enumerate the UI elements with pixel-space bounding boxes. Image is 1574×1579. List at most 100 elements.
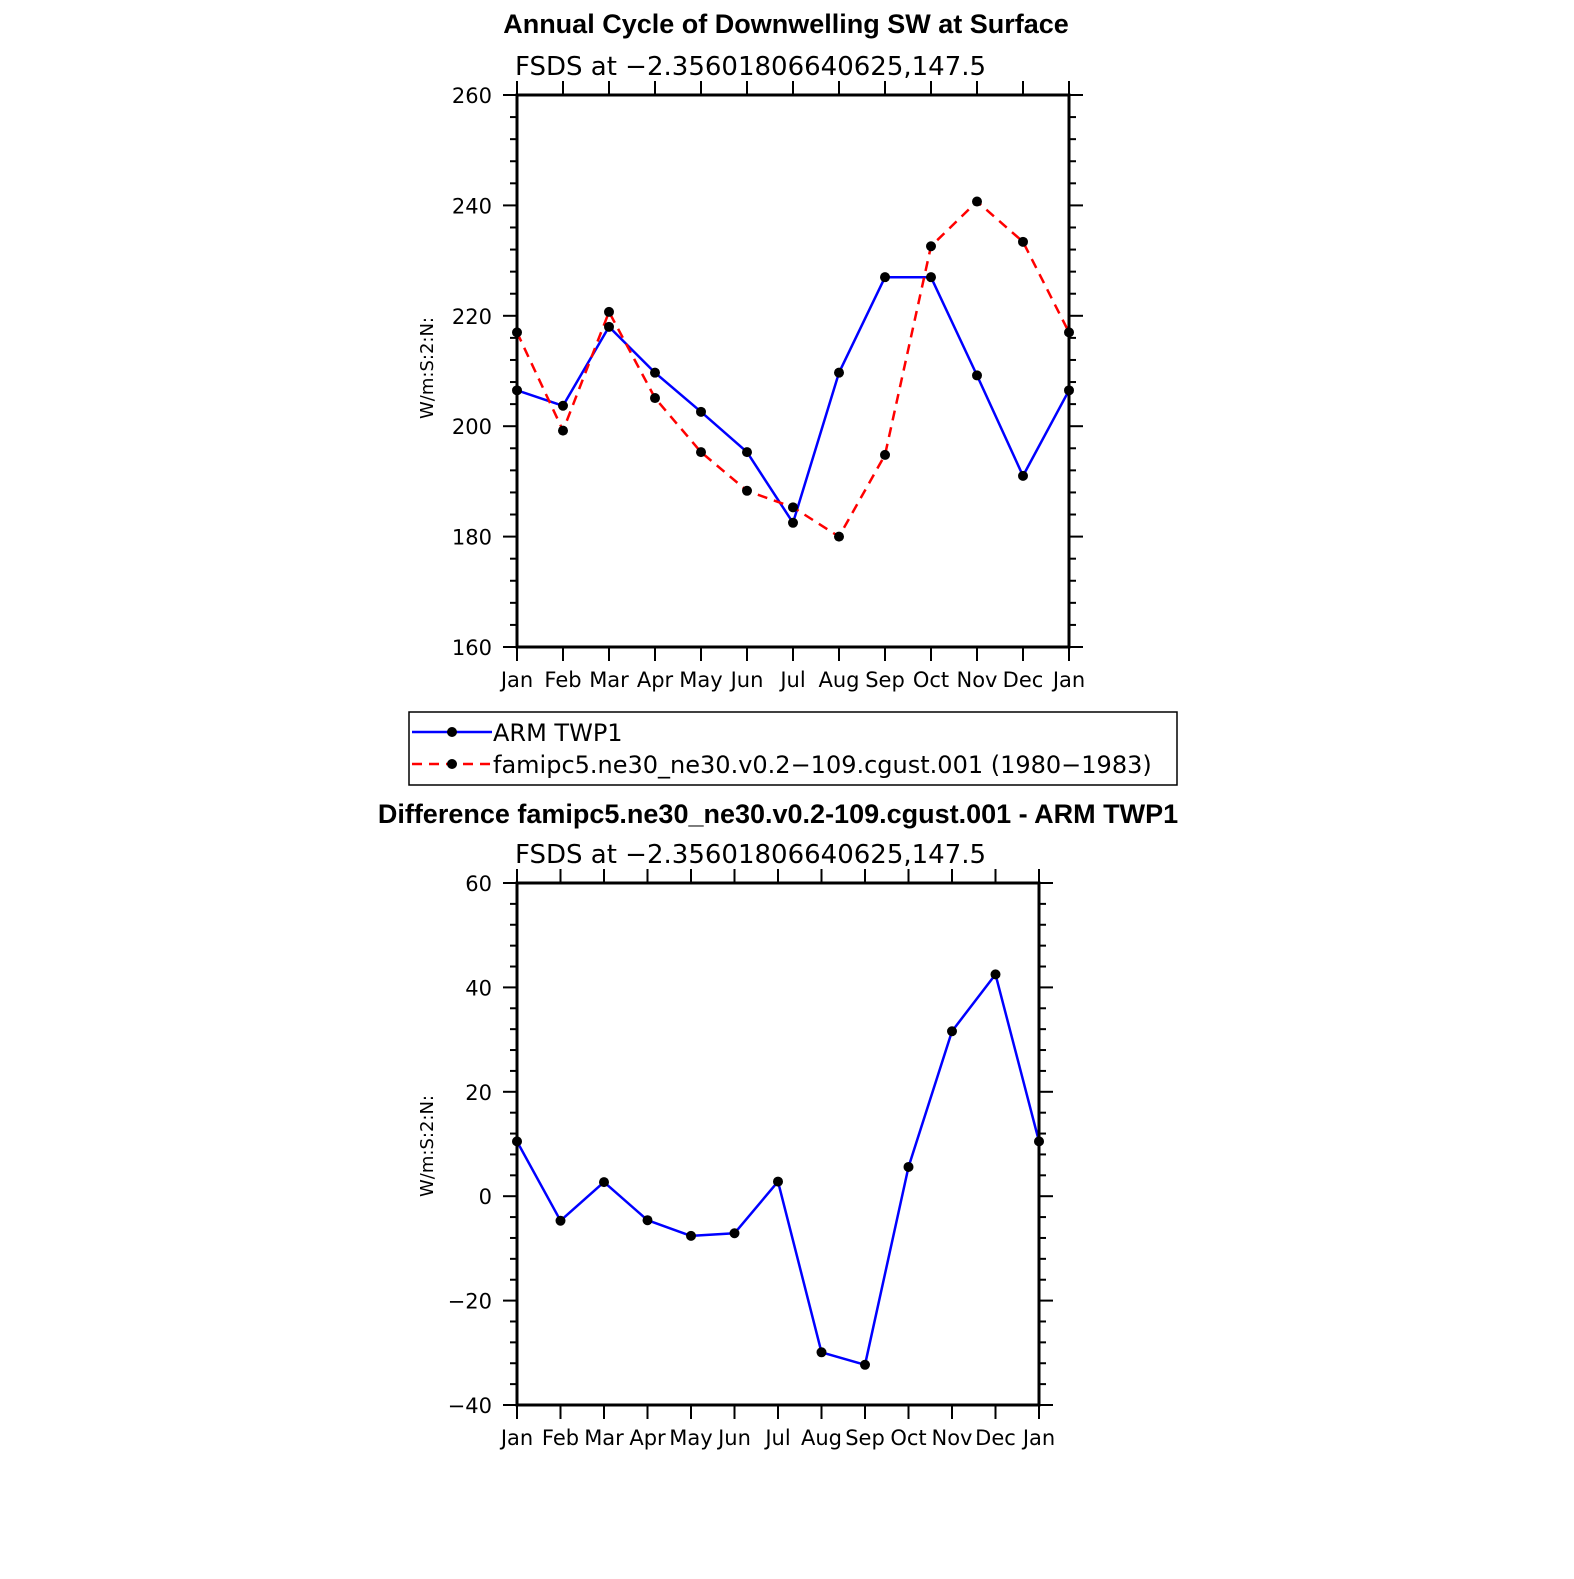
y-tick-label: 0 (479, 1185, 492, 1209)
chart1-series-2-point (880, 449, 890, 460)
chart2-series-line-1 (515, 973, 1041, 1367)
chart1-series-line-1 (516, 275, 1071, 525)
chart1-series-1-point (880, 272, 890, 283)
x-tick-label: Feb (544, 668, 581, 692)
x-tick-label: Sep (865, 668, 905, 692)
chart2-series-1-point (599, 1177, 609, 1188)
chart1-plot-frame (515, 93, 1071, 649)
x-tick-label: Jul (778, 668, 805, 692)
chart1-y-tick-labels: 160 180 200 220 240 260 (452, 84, 492, 660)
chart1-series-2-point (972, 196, 982, 207)
chart2-series-1-point (903, 1161, 914, 1172)
chart1-series-1-point (926, 272, 936, 283)
chart2-series (512, 969, 1044, 1370)
chart1-x-tick-labels: Jan Feb Mar Apr May Jun Jul Aug Sep Oct Nov Dec Jan (499, 668, 1085, 692)
chart1-series-1-point (604, 321, 614, 332)
chart2-series-1-point (990, 969, 1001, 980)
x-tick-label: Dec (975, 1426, 1016, 1450)
y-tick-label: 160 (452, 636, 492, 660)
legend-marker-arm (447, 727, 457, 737)
chart2-plot-frame (515, 881, 1041, 1407)
chart2-title: Difference famipc5.ne30_ne30.v0.2-109.cg… (378, 799, 1178, 829)
chart1-series-2-point (604, 306, 614, 317)
chart2-series-1-point (642, 1215, 653, 1226)
y-tick-label: −40 (448, 1394, 492, 1418)
x-tick-label: Dec (1003, 668, 1044, 692)
x-tick-label: Oct (890, 1426, 926, 1450)
chart2-series-1-point (947, 1026, 957, 1037)
chart1-title: Annual Cycle of Downwelling SW at Surfac… (503, 9, 1069, 39)
x-tick-label: Apr (637, 668, 674, 692)
y-tick-label: 180 (452, 526, 492, 550)
y-tick-label: 200 (452, 415, 492, 439)
chart1-ylabel: W/m:S:2:N: (417, 317, 438, 419)
chart1-series-2-point (742, 485, 752, 496)
chart1-series-1-point (742, 447, 752, 458)
x-tick-label: Mar (584, 1426, 624, 1450)
x-tick-label: Nov (932, 1426, 973, 1450)
chart2-x-tick-labels: Jan Feb Mar Apr May Jun Jul Aug Sep Oct Nov Dec Jan (499, 1426, 1055, 1450)
chart2-series-1-point (816, 1347, 827, 1358)
chart1-series-1-point (696, 406, 706, 417)
chart2-subtitle: FSDS at −2.35601806640625,147.5 (515, 840, 986, 870)
chart2-ylabel: W/m:S:2:N: (417, 1095, 438, 1197)
y-tick-label: 20 (465, 1081, 492, 1105)
chart1-legend: ARM TWP1 famipc5.ne30_ne30.v0.2−109.cgus… (408, 711, 1178, 786)
chart2-ticks (503, 869, 1053, 1419)
y-tick-label: 60 (465, 872, 492, 896)
chart1-ticks (503, 81, 1083, 661)
chart1-series (512, 196, 1074, 542)
chart1-series-2-point (1018, 236, 1028, 247)
chart1-series-1-point (650, 367, 660, 378)
x-tick-label: Jan (1021, 1426, 1055, 1450)
chart1-series-1-point (558, 400, 568, 411)
x-tick-label: May (669, 1426, 712, 1450)
chart1-series-2-point (926, 241, 936, 252)
chart1-series-1-point (1018, 470, 1028, 481)
legend-marker-model (447, 759, 457, 769)
legend-label-model: famipc5.ne30_ne30.v0.2−109.cgust.001 (19… (493, 751, 1152, 779)
x-tick-label: Mar (589, 668, 629, 692)
chart2-series-1-point (773, 1176, 783, 1187)
chart1-series-2-point (558, 425, 568, 436)
y-tick-label: 40 (465, 976, 492, 1000)
chart2-series-1-point (555, 1215, 566, 1226)
x-tick-label: Sep (845, 1426, 885, 1450)
x-tick-label: Aug (818, 668, 859, 692)
chart1-series-1-point (834, 367, 844, 378)
legend-label-arm: ARM TWP1 (493, 719, 623, 747)
chart1-subtitle: FSDS at −2.35601806640625,147.5 (515, 52, 986, 82)
chart1-series-1-point (972, 370, 982, 381)
x-tick-label: Feb (542, 1426, 579, 1450)
x-tick-label: Jan (1051, 668, 1085, 692)
x-tick-label: Jul (763, 1426, 790, 1450)
x-tick-label: Oct (913, 668, 949, 692)
y-tick-label: 260 (452, 84, 492, 108)
chart2-series-1-point (729, 1228, 740, 1239)
x-tick-label: Jan (499, 668, 533, 692)
chart1-series-line-2 (515, 200, 1071, 538)
chart2-series-1-point (686, 1230, 696, 1241)
chart1-series-2-point (696, 447, 706, 458)
chart1-series-2-point (834, 531, 844, 542)
x-tick-label: May (679, 668, 722, 692)
annual-cycle-panel: Annual Cycle of Downwelling SW at Surfac… (417, 9, 1085, 692)
x-tick-label: Aug (801, 1426, 842, 1450)
x-tick-label: Apr (629, 1426, 666, 1450)
x-tick-label: Jan (499, 1426, 533, 1450)
y-tick-label: 240 (452, 194, 492, 218)
chart1-series-1-point (788, 517, 798, 528)
x-tick-label: Jun (729, 668, 764, 692)
y-tick-label: 220 (452, 305, 492, 329)
difference-panel: Difference famipc5.ne30_ne30.v0.2-109.cg… (378, 799, 1178, 1450)
chart2-y-tick-labels: −40 −20 0 20 40 60 (448, 872, 492, 1418)
y-tick-label: −20 (448, 1290, 492, 1314)
chart1-series-2-point (788, 502, 798, 513)
legend-box (408, 711, 1178, 786)
x-tick-label: Jun (716, 1426, 751, 1450)
chart2-series-1-point (860, 1359, 870, 1370)
chart1-series-2-point (650, 393, 660, 404)
x-tick-label: Nov (957, 668, 998, 692)
